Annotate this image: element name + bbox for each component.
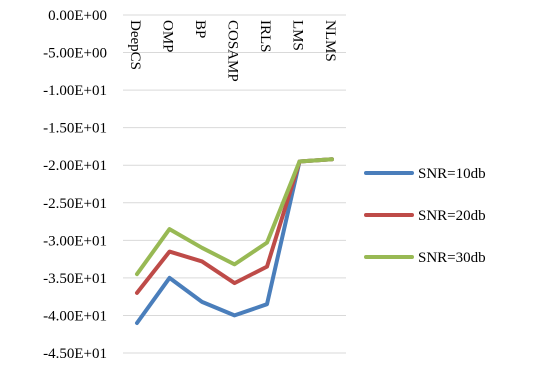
legend: SNR=10db SNR=20db SNR=30db xyxy=(364,166,486,266)
legend-label: SNR=20db xyxy=(418,208,486,224)
y-tick-label: -2.00E+01 xyxy=(43,158,107,174)
y-tick-label: 0.00E+00 xyxy=(48,8,107,24)
x-category-label: NLMS xyxy=(322,20,338,62)
y-tick-label: -4.50E+01 xyxy=(43,346,107,362)
x-category-label: IRLS xyxy=(257,20,273,53)
series-line xyxy=(135,157,334,325)
x-category-label: DeepCS xyxy=(127,20,143,70)
y-tick-label: -1.00E+01 xyxy=(43,83,107,99)
y-tick-label: -2.50E+01 xyxy=(43,196,107,212)
legend-label: SNR=30db xyxy=(418,250,486,266)
series-lines xyxy=(135,157,334,325)
series-line xyxy=(135,157,334,295)
y-tick-label: -3.50E+01 xyxy=(43,271,107,287)
y-axis-tick-labels: 0.00E+00 -5.00E+00 -1.00E+01 -1.50E+01 -2.00… xyxy=(43,8,107,362)
y-tick-label: -1.50E+01 xyxy=(43,121,107,137)
series-line xyxy=(135,157,334,277)
y-tick-label: -4.00E+01 xyxy=(43,308,107,324)
x-category-label: BP xyxy=(192,20,208,38)
y-tick-label: -5.00E+00 xyxy=(43,46,107,62)
x-category-label: OMP xyxy=(160,20,176,53)
x-category-label: LMS xyxy=(290,20,306,51)
x-axis-category-labels: DeepCS OMP BP COSAMP IRLS LMS NLMS xyxy=(127,20,338,82)
legend-label: SNR=10db xyxy=(418,166,486,182)
x-category-label: COSAMP xyxy=(225,20,241,82)
y-tick-label: -3.00E+01 xyxy=(43,233,107,249)
